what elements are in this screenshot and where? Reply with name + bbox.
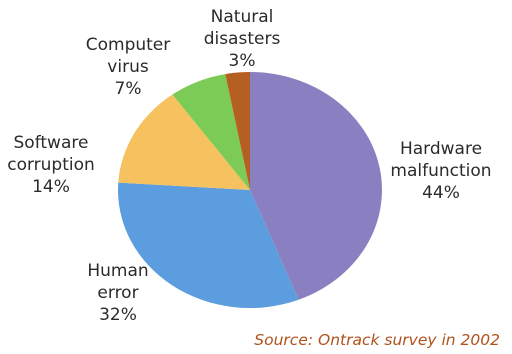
- pie-slices: [117, 72, 382, 308]
- slice-value-label: 32%: [99, 305, 137, 325]
- pie-slice: [172, 74, 250, 190]
- slice-category-label: error: [97, 283, 138, 303]
- slice-category-label: Software: [14, 133, 89, 153]
- chart-source-note: Source: Ontrack survey in 2002: [254, 331, 500, 349]
- slice-value-label: 44%: [422, 183, 460, 203]
- slice-category-label: Human: [87, 261, 148, 281]
- slice-value-label: 7%: [115, 79, 142, 99]
- slice-category-label: Natural: [211, 7, 274, 27]
- slice-category-label: corruption: [7, 155, 95, 175]
- slice-category-label: disasters: [204, 29, 281, 49]
- slice-category-label: Computer: [86, 35, 171, 55]
- pie-slice: [250, 72, 382, 300]
- slice-category-label: Hardware: [400, 139, 482, 159]
- pie-slice: [118, 94, 250, 190]
- slice-category-label: malfunction: [390, 161, 491, 181]
- slice-category-label: virus: [107, 57, 149, 77]
- slice-value-label: 3%: [229, 51, 256, 71]
- slice-value-label: 14%: [32, 177, 70, 197]
- pie-slice: [117, 182, 299, 308]
- pie-slice: [225, 72, 250, 190]
